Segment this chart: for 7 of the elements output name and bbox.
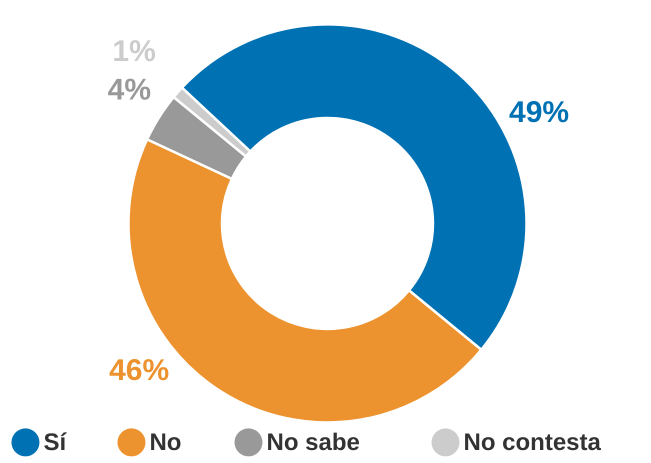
data-label: 49% — [509, 96, 570, 130]
legend-label: No contesta — [464, 428, 602, 456]
legend-label: No — [149, 428, 182, 456]
data-label: 46% — [109, 354, 170, 387]
legend-label: No sabe — [266, 428, 360, 456]
legend-label: Sí — [43, 428, 68, 456]
data-label: 4% — [108, 74, 152, 107]
